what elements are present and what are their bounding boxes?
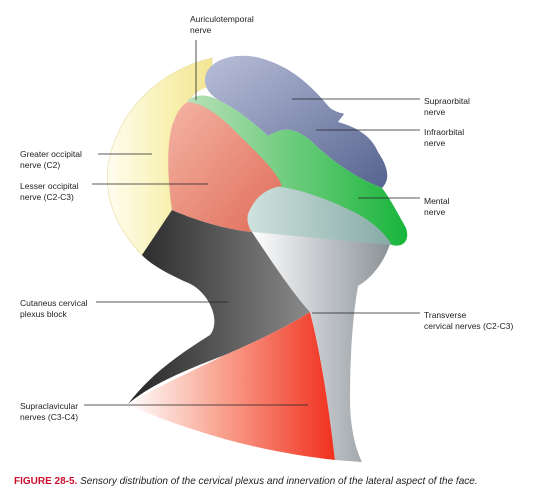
transverse-cervical-region xyxy=(252,232,390,462)
label-infraorbital: Infraorbital nerve xyxy=(424,127,465,148)
supraclavicular-region xyxy=(128,312,335,460)
label-transverse-cervical: Transverse cervical nerves (C2-C3) xyxy=(424,310,514,331)
cutaneous-cervical-region xyxy=(128,210,310,404)
infraorbital-mental-region xyxy=(188,95,408,246)
label-greater-occipital: Greater occipital nerve (C2) xyxy=(20,149,82,170)
label-cutaneous-cervical: Cutaneus cervical plexus block xyxy=(20,298,88,319)
caption-text: Sensory distribution of the cervical ple… xyxy=(80,476,478,487)
label-supraclavicular: Supraclavicular nerves (C3-C4) xyxy=(20,401,79,422)
figure-caption: FIGURE 28-5. Sensory distribution of the… xyxy=(14,476,478,487)
label-supraorbital: Supraorbital nerve xyxy=(424,96,470,117)
mental-inner-region xyxy=(247,186,392,245)
label-lesser-occipital: Lesser occipital nerve (C2-C3) xyxy=(20,181,79,202)
label-auriculotemporal: Auriculotemporal nerve xyxy=(190,14,254,35)
lesser-occipital-region xyxy=(168,102,282,232)
figure-number: FIGURE 28-5. xyxy=(14,476,78,487)
label-mental: Mental nerve xyxy=(424,196,450,217)
supraorbital-region xyxy=(204,55,388,189)
